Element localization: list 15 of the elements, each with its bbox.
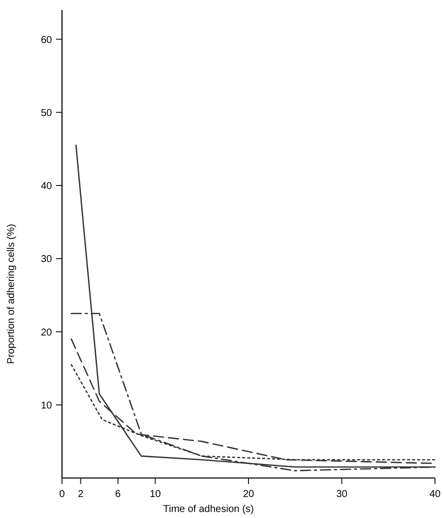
- x-tick-label: 6: [115, 489, 122, 500]
- x-tick-label: 10: [150, 489, 162, 500]
- y-tick-label: 60: [40, 34, 52, 46]
- x-tick-label: 40: [429, 489, 441, 500]
- y-axis-title: Proportion of adhering cells (%): [6, 224, 17, 364]
- y-tick-label: 20: [40, 327, 52, 338]
- y-tick-label: 50: [40, 108, 52, 119]
- x-tick-label: 2: [78, 489, 84, 500]
- y-tick-label: 40: [40, 181, 52, 192]
- x-axis-title: Time of adhesion (s): [163, 504, 254, 515]
- y-tick-label: 30: [40, 254, 52, 266]
- x-tick-label: 30: [336, 489, 348, 500]
- y-tick-label: 10: [40, 400, 52, 412]
- x-tick-label: 0: [59, 489, 66, 500]
- x-tick-label: 20: [242, 489, 254, 500]
